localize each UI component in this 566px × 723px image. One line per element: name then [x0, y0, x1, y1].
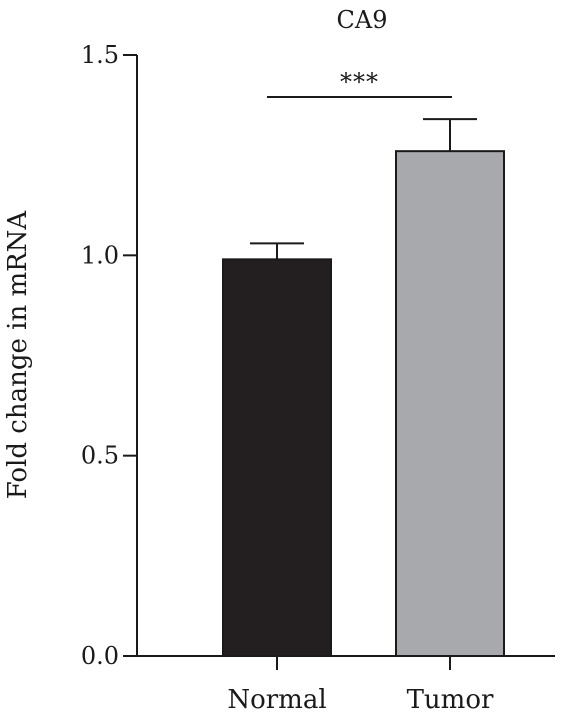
y-axis-label: Fold change in mRNA [3, 210, 33, 500]
plot-area: 0.0 0.5 1.0 1.5 Normal Tumor *** [81, 41, 555, 715]
bar-normal [222, 258, 332, 657]
chart-title: CA9 [337, 6, 388, 34]
y-tick-label: 0.0 [81, 642, 119, 670]
significance-label: *** [340, 68, 379, 96]
y-tick-label: 1.0 [81, 241, 119, 269]
bar-tumor [395, 150, 505, 657]
y-tick-label: 1.5 [81, 41, 119, 69]
y-tick-label: 0.5 [81, 442, 119, 470]
x-tick-label: Tumor [407, 685, 494, 715]
x-tick-label: Normal [227, 685, 326, 715]
